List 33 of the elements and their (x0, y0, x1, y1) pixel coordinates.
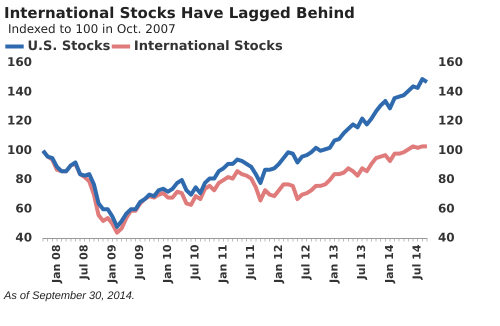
x-tick-label: Jan 10 (160, 244, 174, 284)
y2-tick-label: 40 (438, 230, 455, 245)
x-tick-label: Jul 14 (410, 244, 424, 280)
y2-tick-label: 80 (438, 172, 455, 186)
x-tick-label: Jan 14 (382, 244, 396, 284)
x-tick-label: Jul 13 (355, 244, 368, 280)
y-tick-label: 80 (15, 172, 32, 186)
y-tick-label: 160 (6, 55, 32, 70)
x-tick-label: Jan 09 (105, 244, 118, 284)
x-tick-label: Jul 09 (133, 244, 146, 280)
y-tick-label: 60 (15, 201, 32, 216)
x-tick-label: Jan 13 (327, 244, 340, 284)
legend-label: International Stocks (134, 38, 283, 54)
y-tick-label: 40 (15, 230, 32, 245)
y2-tick-label: 140 (438, 84, 464, 98)
chart-title: International Stocks Have Lagged Behind (4, 4, 356, 22)
x-tick-label: Jul 11 (244, 244, 258, 280)
y2-tick-label: 60 (438, 201, 455, 216)
legend-label: U.S. Stocks (28, 38, 111, 54)
x-tick-label: Jan 08 (50, 244, 63, 284)
y2-tick-label: 120 (438, 114, 464, 128)
x-tick-label: Jul 08 (78, 244, 91, 280)
x-tick-label: Jan 12 (272, 244, 285, 284)
chart-subtitle: Indexed to 100 in Oct. 2007 (8, 22, 177, 36)
y2-tick-label: 100 (438, 142, 464, 157)
x-tick-label: Jul 10 (188, 244, 202, 280)
x-tick-label: Jan 11 (216, 244, 230, 284)
text: As of September 30, 2014. (4, 290, 136, 302)
y-tick-label: 100 (6, 142, 32, 157)
y-tick-label: 120 (6, 114, 32, 128)
y2-tick-label: 160 (438, 55, 464, 70)
y-tick-label: 140 (6, 84, 32, 98)
x-tick-label: Jul 12 (300, 244, 313, 280)
